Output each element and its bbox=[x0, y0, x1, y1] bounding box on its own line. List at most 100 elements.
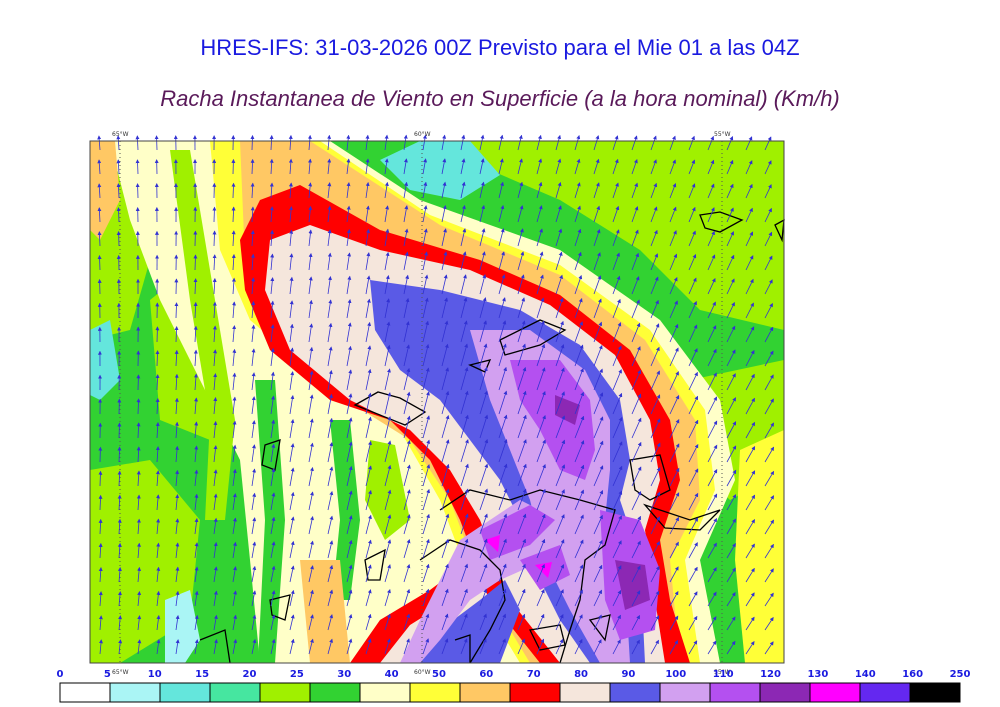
wind-arrow bbox=[365, 465, 372, 487]
wind-arrow bbox=[156, 615, 161, 631]
wind-arrow bbox=[175, 518, 180, 535]
wind-arrow bbox=[441, 228, 447, 247]
wind-arrow bbox=[213, 421, 218, 439]
legend-color-box bbox=[859, 682, 911, 703]
wind-arrow bbox=[193, 301, 198, 319]
wind-arrow bbox=[327, 589, 334, 607]
wind-arrow bbox=[117, 566, 122, 583]
wind-arrow bbox=[479, 366, 488, 391]
wind-arrow bbox=[669, 371, 679, 391]
wind-arrow bbox=[707, 277, 716, 295]
coastline bbox=[353, 391, 427, 426]
wind-arrow bbox=[745, 373, 755, 391]
wind-arrow bbox=[669, 615, 679, 631]
wind-arrow bbox=[517, 588, 526, 607]
wind-arrow bbox=[384, 440, 392, 463]
wind-arrow bbox=[98, 591, 103, 607]
wind-arrow bbox=[270, 229, 275, 247]
wind-arrow bbox=[688, 135, 695, 151]
wind-arrow bbox=[193, 325, 198, 343]
wind-arrow bbox=[156, 494, 161, 511]
wind-arrow bbox=[422, 320, 430, 343]
wind-arrow bbox=[365, 275, 371, 295]
wind-arrow bbox=[327, 515, 334, 535]
coastline bbox=[269, 594, 291, 621]
wind-arrow bbox=[726, 494, 737, 511]
wind-arrow bbox=[117, 422, 122, 439]
wind-arrow bbox=[403, 158, 408, 175]
wind-arrow bbox=[593, 368, 603, 391]
wind-arrow bbox=[536, 158, 543, 175]
wind-arrow bbox=[460, 488, 469, 511]
wind-arrow bbox=[707, 207, 715, 223]
wind-arrow bbox=[212, 254, 217, 271]
wind-arrow bbox=[536, 538, 546, 559]
wind-arrow bbox=[688, 348, 698, 367]
wind-arrow bbox=[384, 134, 389, 151]
wind-arrow bbox=[156, 518, 161, 535]
wind-arrow bbox=[745, 349, 755, 367]
wind-arrow bbox=[346, 345, 352, 367]
wind-arrow bbox=[536, 588, 545, 607]
wind-arrow bbox=[498, 205, 505, 223]
wind-arrow bbox=[631, 639, 640, 655]
wind-arrow bbox=[669, 323, 679, 343]
wind-arrow bbox=[536, 638, 545, 655]
wind-arrow bbox=[231, 206, 236, 223]
wind-arrow bbox=[688, 419, 699, 439]
wind-arrow bbox=[308, 540, 314, 559]
wind-arrow bbox=[726, 302, 735, 319]
wind-arrow bbox=[251, 517, 257, 535]
wind-arrow bbox=[536, 463, 546, 487]
wind-arrow bbox=[251, 444, 256, 463]
wind-arrow bbox=[707, 348, 717, 367]
wind-arrow bbox=[137, 542, 141, 559]
wind-arrow bbox=[289, 347, 295, 367]
wind-arrow bbox=[726, 254, 735, 271]
legend-color-box bbox=[459, 682, 511, 703]
wind-arrow bbox=[156, 566, 161, 583]
wind-arrow bbox=[669, 467, 680, 487]
wind-arrow bbox=[213, 517, 218, 535]
wind-arrow bbox=[593, 298, 602, 319]
wind-arrow bbox=[422, 488, 431, 511]
wind-arrow bbox=[479, 134, 485, 151]
wind-arrow bbox=[403, 134, 408, 151]
wind-arrow bbox=[289, 300, 294, 319]
wind-arrow bbox=[441, 343, 449, 367]
wind-arrow bbox=[764, 422, 774, 439]
wind-arrow bbox=[574, 274, 583, 295]
wind-arrow bbox=[327, 490, 334, 511]
wind-arrow bbox=[365, 345, 372, 367]
wind-arrow bbox=[631, 417, 642, 439]
wind-arrow bbox=[422, 367, 430, 391]
wind-arrow bbox=[574, 440, 585, 463]
wind-arrow bbox=[346, 393, 353, 415]
wind-arrow bbox=[403, 588, 411, 607]
wind-arrow bbox=[270, 347, 275, 367]
wind-arrow bbox=[764, 136, 772, 151]
legend-color-box bbox=[559, 682, 611, 703]
wind-arrow bbox=[327, 182, 332, 199]
wind-arrow bbox=[498, 463, 508, 487]
wind-arrow bbox=[346, 369, 353, 391]
wind-arrow bbox=[213, 493, 218, 511]
wind-arrow bbox=[650, 276, 659, 295]
legend-color-box bbox=[609, 682, 661, 703]
wind-arrow bbox=[251, 614, 257, 631]
wind-arrow bbox=[403, 539, 411, 559]
wind-arrow bbox=[479, 274, 487, 295]
wind-arrow bbox=[346, 299, 352, 319]
wind-arrow bbox=[498, 488, 508, 511]
wind-arrow bbox=[384, 275, 390, 295]
wind-arrow bbox=[441, 563, 449, 583]
wind-arrow bbox=[631, 276, 640, 295]
wind-arrow bbox=[745, 616, 755, 631]
wind-arrow bbox=[308, 323, 314, 343]
wind-arrow bbox=[403, 344, 411, 367]
wind-arrow bbox=[403, 514, 411, 535]
legend-tick-label: 160 bbox=[902, 669, 923, 680]
wind-arrow bbox=[764, 326, 774, 343]
wind-arrow bbox=[650, 565, 660, 583]
